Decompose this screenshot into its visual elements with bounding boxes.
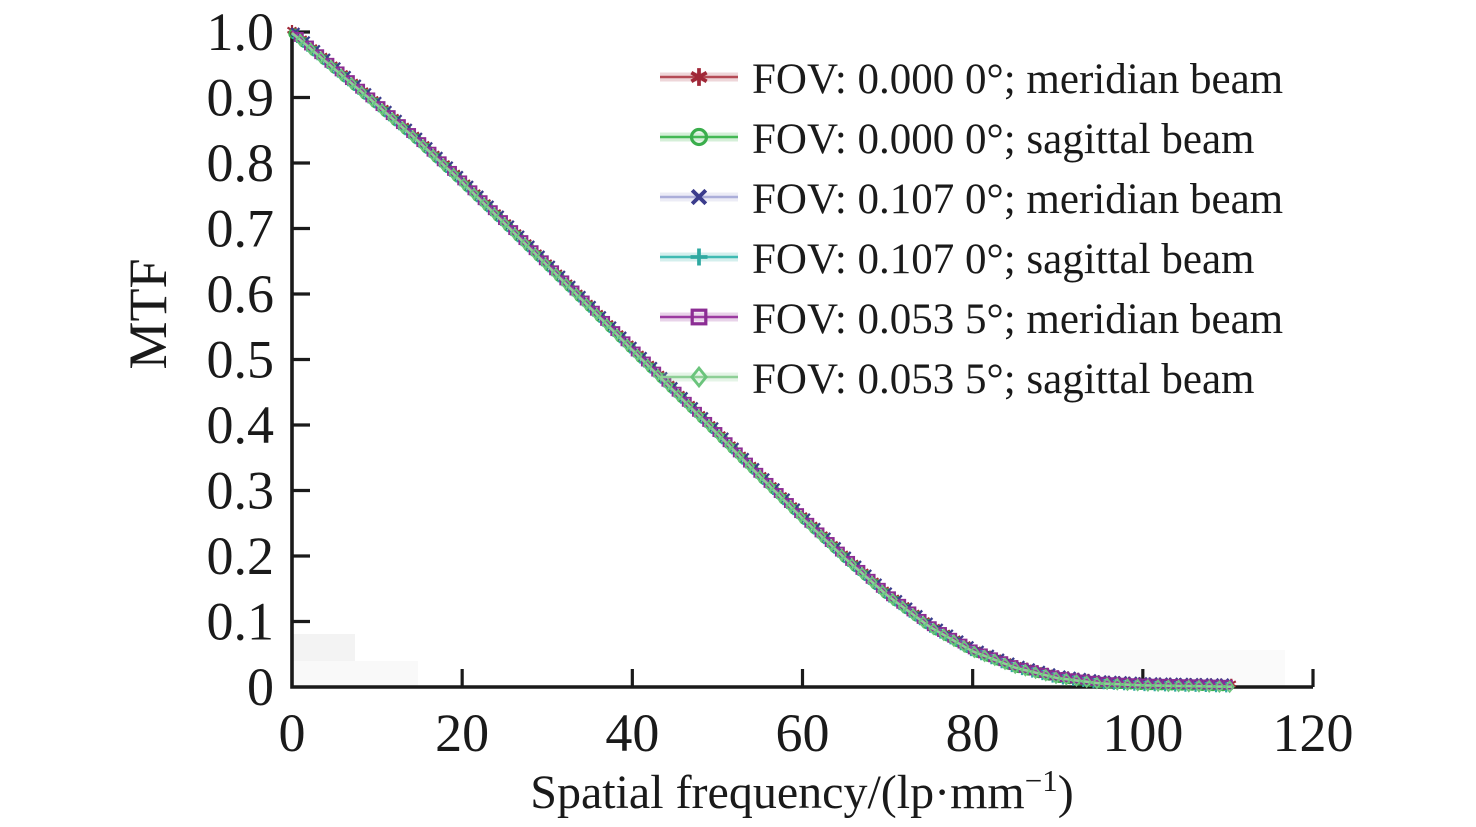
legend-item-0: FOV: 0.000 0°; meridian beam <box>660 56 1283 103</box>
legend-item-1: FOV: 0.000 0°; sagittal beam <box>660 116 1254 163</box>
y-tick-label: 0.2 <box>207 526 275 586</box>
y-tick-label: 0.9 <box>207 68 275 128</box>
y-tick-label: 0.8 <box>207 133 275 193</box>
x-tick-label: 100 <box>1102 703 1183 763</box>
y-tick-label: 0.3 <box>207 461 275 521</box>
data-series-layer <box>286 23 1237 694</box>
x-tick-label: 40 <box>605 703 659 763</box>
y-axis-title: MTF <box>118 258 178 369</box>
x-axis-title: Spatial frequency/(lp·mm−1) <box>530 763 1073 819</box>
y-axis-ticks <box>292 30 310 624</box>
legend-item-5: FOV: 0.053 5°; sagittal beam <box>660 356 1254 403</box>
legend-label: FOV: 0.053 5°; meridian beam <box>752 296 1283 343</box>
artifact-patch <box>293 661 418 687</box>
legend-label: FOV: 0.053 5°; sagittal beam <box>752 356 1254 403</box>
x-tick-label: 80 <box>946 703 1000 763</box>
y-tick-label: 0 <box>247 657 274 717</box>
legend-item-2: FOV: 0.107 0°; meridian beam <box>660 176 1283 223</box>
y-tick-label: 0.5 <box>207 330 275 390</box>
legend-label: FOV: 0.000 0°; sagittal beam <box>752 116 1254 163</box>
legend-label: FOV: 0.107 0°; sagittal beam <box>752 236 1254 283</box>
y-tick-labels: 00.10.20.30.40.50.60.70.80.91.0 <box>207 2 275 717</box>
legend-item-3: FOV: 0.107 0°; sagittal beam <box>660 236 1254 283</box>
x-tick-labels: 0 20 40 60 80 100 120 <box>279 703 1354 763</box>
x-tick-label: 0 <box>279 703 306 763</box>
curve-series-5 <box>291 32 1235 693</box>
y-tick-label: 0.6 <box>207 264 275 324</box>
legend-label: FOV: 0.107 0°; meridian beam <box>752 176 1283 223</box>
legend-label: FOV: 0.000 0°; meridian beam <box>752 56 1283 103</box>
y-tick-label: 0.1 <box>207 592 275 652</box>
curve-series-4 <box>291 30 1233 690</box>
x-tick-label: 120 <box>1273 703 1354 763</box>
legend: FOV: 0.000 0°; meridian beam FOV: 0.000 0… <box>660 56 1283 403</box>
x-tick-label: 60 <box>776 703 830 763</box>
y-tick-label: 0.7 <box>207 199 275 259</box>
legend-item-4: FOV: 0.053 5°; meridian beam <box>660 296 1283 343</box>
y-tick-label: 1.0 <box>207 2 275 62</box>
y-tick-label: 0.4 <box>207 395 275 455</box>
x-tick-label: 20 <box>435 703 489 763</box>
legend-marker-sample <box>688 246 710 268</box>
